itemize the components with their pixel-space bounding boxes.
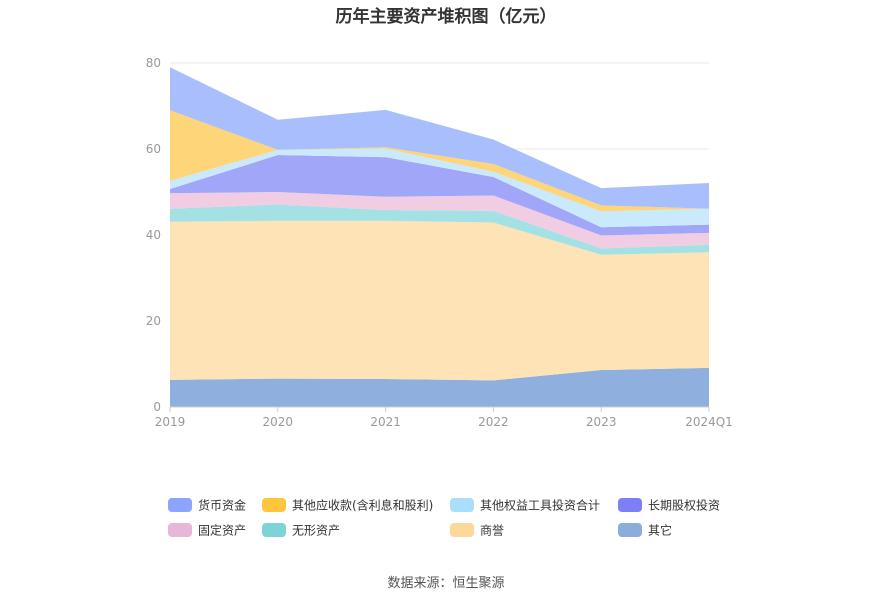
legend-item[interactable]: 无形资产 bbox=[262, 523, 340, 538]
legend-item[interactable]: 固定资产 bbox=[168, 523, 246, 538]
legend-item[interactable]: 其他应收款(含利息和股利) bbox=[262, 498, 433, 513]
legend-label: 其它 bbox=[648, 523, 672, 538]
y-axis-ticks: 0 20 40 60 80 bbox=[146, 56, 161, 414]
chart-title: 历年主要资产堆积图（亿元） bbox=[336, 6, 557, 27]
x-tick-label: 2022 bbox=[478, 415, 509, 429]
y-tick-label: 80 bbox=[146, 56, 161, 70]
legend-label: 商誉 bbox=[480, 523, 504, 538]
y-tick-label: 60 bbox=[146, 142, 161, 156]
legend-item[interactable]: 其他权益工具投资合计 bbox=[450, 498, 600, 513]
legend-item[interactable]: 其它 bbox=[618, 523, 672, 538]
x-tick-label: 2021 bbox=[370, 415, 401, 429]
legend-label: 长期股权投资 bbox=[648, 498, 720, 513]
area-series-5 bbox=[170, 148, 709, 228]
legend-item[interactable]: 商誉 bbox=[450, 523, 504, 538]
area-series-0 bbox=[170, 367, 709, 407]
x-tick-label: 2020 bbox=[263, 415, 294, 429]
x-axis-ticks: 2019 2020 2021 2022 2023 2024Q1 bbox=[155, 407, 733, 429]
area-series-2 bbox=[170, 204, 709, 255]
y-tick-label: 20 bbox=[146, 314, 161, 328]
legend-swatch bbox=[168, 523, 192, 537]
legend-swatch bbox=[450, 498, 474, 512]
legend-swatch bbox=[450, 523, 474, 537]
y-tick-label: 40 bbox=[146, 228, 161, 242]
area-series-1 bbox=[170, 220, 709, 381]
x-tick-label: 2023 bbox=[586, 415, 617, 429]
legend-swatch bbox=[618, 523, 642, 537]
area-series-3 bbox=[170, 192, 709, 249]
area-series-7 bbox=[170, 67, 709, 209]
legend-label: 货币资金 bbox=[198, 498, 246, 513]
legend-swatch bbox=[262, 498, 286, 512]
legend-label: 其他应收款(含利息和股利) bbox=[292, 498, 433, 513]
x-tick-label: 2024Q1 bbox=[685, 415, 733, 429]
x-tick-label: 2019 bbox=[155, 415, 186, 429]
legend-item[interactable]: 长期股权投资 bbox=[618, 498, 720, 513]
y-tick-label: 0 bbox=[153, 400, 161, 414]
legend-swatch bbox=[262, 523, 286, 537]
legend-item[interactable]: 货币资金 bbox=[168, 498, 246, 513]
area-series-4 bbox=[170, 155, 709, 236]
data-source: 数据来源：恒生聚源 bbox=[387, 576, 504, 591]
legend-label: 其他权益工具投资合计 bbox=[480, 498, 600, 513]
legend-label: 固定资产 bbox=[198, 523, 246, 538]
legend-swatch bbox=[168, 498, 192, 512]
area-series bbox=[170, 67, 709, 407]
legend-label: 无形资产 bbox=[292, 524, 340, 538]
legend-swatch bbox=[618, 498, 642, 512]
